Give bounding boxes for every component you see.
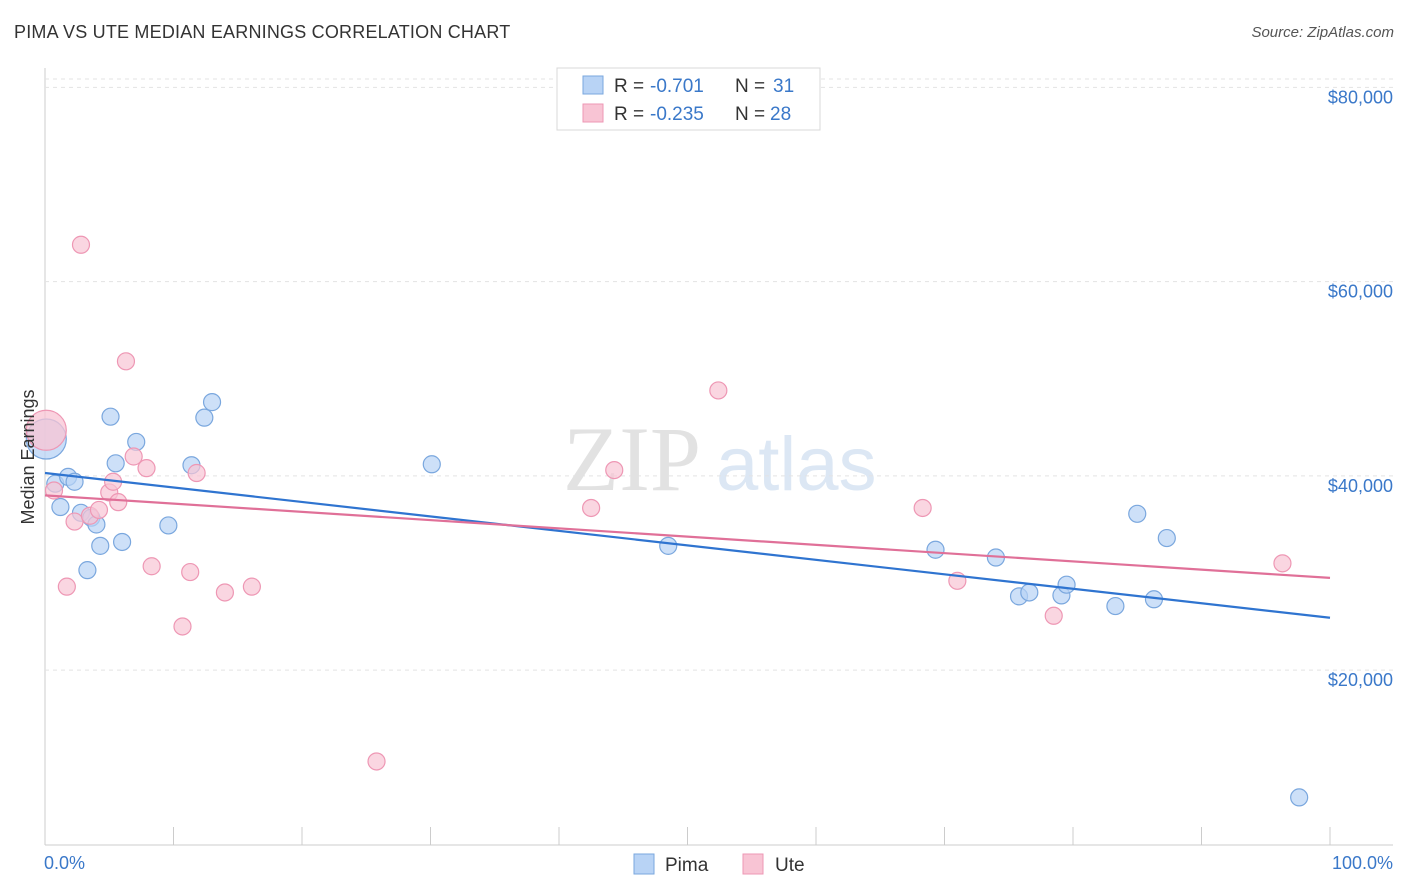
x-ticks <box>173 827 1331 845</box>
pima-point-6 <box>78 561 97 580</box>
legend-r-value-ute: -0.235 <box>650 104 704 125</box>
ute-point-19 <box>367 752 386 771</box>
ute-point-14 <box>173 617 192 636</box>
pima-point-2 <box>51 497 70 517</box>
legend-n-label-pima: N = <box>735 76 765 97</box>
pima-point-16 <box>195 408 214 427</box>
pima-point-29 <box>1157 528 1176 548</box>
legend-r-label-ute: R = <box>614 104 644 125</box>
series-legend: Pima Ute <box>633 853 805 876</box>
legend-r-value-pima: -0.701 <box>650 76 704 97</box>
ute-point-17 <box>215 583 234 602</box>
watermark-zip: ZIP <box>563 408 701 510</box>
y-tick-label-40000: $40,000 <box>1328 476 1393 496</box>
ute-point-0 <box>25 409 67 451</box>
ute-point-25 <box>1044 606 1063 625</box>
ute-point-15 <box>181 562 200 582</box>
ute-point-6 <box>89 500 109 520</box>
pima-point-12 <box>112 532 132 552</box>
trend-lines <box>44 471 1331 619</box>
chart-title: PIMA VS UTE MEDIAN EARNINGS CORRELATION … <box>14 22 511 42</box>
ute-point-22 <box>709 381 728 400</box>
legend-n-value-pima: 31 <box>773 76 794 97</box>
ute-point-11 <box>124 447 143 466</box>
pima-point-20 <box>926 540 945 559</box>
pima-point-14 <box>159 516 178 535</box>
ute-point-13 <box>142 557 161 576</box>
ute-point-21 <box>605 460 624 480</box>
correlation-legend: R = -0.701 N = 31 R = -0.235 N = 28 <box>556 67 821 131</box>
pima-point-23 <box>1020 583 1039 602</box>
watermark-atlas: atlas <box>716 422 877 507</box>
y-tick-label-60000: $60,000 <box>1328 282 1393 302</box>
y-tick-label-20000: $20,000 <box>1328 670 1393 690</box>
ute-point-12 <box>137 459 156 478</box>
data-points <box>25 235 1309 807</box>
y-tick-label-80000: $80,000 <box>1328 87 1393 107</box>
bottom-legend-label-ute: Ute <box>775 855 805 876</box>
ute-point-10 <box>116 352 136 371</box>
legend-swatch-ute <box>582 103 604 123</box>
ute-point-18 <box>242 577 261 596</box>
y-axis-title: Median Earnings <box>18 389 38 524</box>
pima-point-19 <box>659 536 678 555</box>
pima-point-30 <box>1290 788 1309 807</box>
pima-point-9 <box>91 536 110 555</box>
ute-point-3 <box>65 512 84 531</box>
legend-r-label-pima: R = <box>614 76 644 97</box>
pima-point-18 <box>422 455 441 474</box>
ute-point-16 <box>187 463 206 483</box>
legend-n-value-ute: 28 <box>770 104 791 125</box>
ute-point-20 <box>582 498 601 518</box>
grid: $20,000 $40,000 $60,000 $80,000 <box>45 78 1393 690</box>
legend-swatch-pima <box>582 75 604 95</box>
pima-point-11 <box>106 454 125 473</box>
pima-trend-line <box>44 471 1331 619</box>
x-tick-label-min: 0.0% <box>44 853 85 873</box>
pima-point-27 <box>1128 504 1147 523</box>
bottom-legend-label-pima: Pima <box>665 855 709 876</box>
ute-point-4 <box>71 235 91 254</box>
pima-point-17 <box>202 393 222 412</box>
source-credit: Source: ZipAtlas.com <box>1251 24 1394 41</box>
ute-trend-line <box>44 494 1331 580</box>
x-tick-label-max: 100.0% <box>1332 853 1393 873</box>
legend-n-label-ute: N = <box>735 104 765 125</box>
pima-point-10 <box>101 407 120 426</box>
bottom-legend-swatch-ute <box>742 853 764 875</box>
ute-point-2 <box>57 577 76 596</box>
bottom-legend-swatch-pima <box>633 853 655 875</box>
ute-point-26 <box>1273 554 1292 573</box>
pima-point-26 <box>1106 596 1125 616</box>
ute-point-23 <box>913 498 932 518</box>
pima-point-25 <box>1057 575 1076 594</box>
ute-point-9 <box>109 493 128 512</box>
